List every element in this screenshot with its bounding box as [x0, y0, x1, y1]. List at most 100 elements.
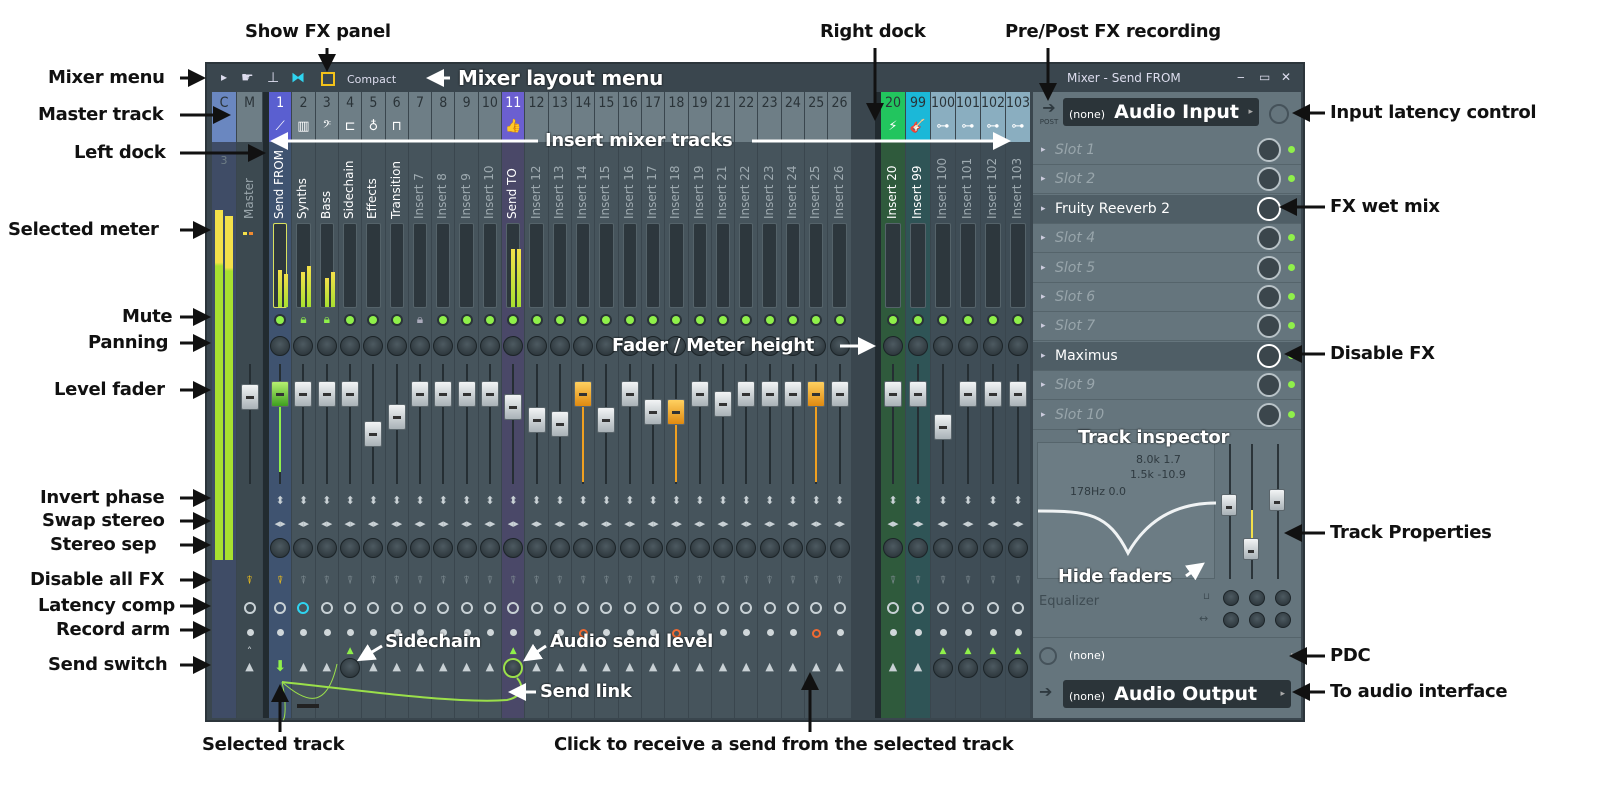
- disable-fx-icon[interactable]: ⍒: [416, 574, 424, 587]
- fx-enable-led[interactable]: [1288, 175, 1295, 183]
- fx-enable-led[interactable]: [1288, 234, 1295, 242]
- stereo-sep-knob[interactable]: [782, 538, 803, 558]
- swap-stereo-icon[interactable]: ◂▸: [321, 517, 333, 530]
- invert-phase-icon[interactable]: ⬍: [415, 494, 425, 507]
- swap-stereo-icon[interactable]: ◂▸: [531, 517, 543, 530]
- stereo-sep-knob[interactable]: [409, 538, 430, 558]
- mute-led[interactable]: [939, 316, 947, 324]
- latency-comp-icon[interactable]: [716, 602, 729, 614]
- level-fader[interactable]: [550, 411, 569, 438]
- swap-stereo-icon[interactable]: ◂▸: [461, 517, 473, 530]
- mixer-track[interactable]: 24 Insert 24 ⬍ ◂▸ ⍒ ▲: [781, 92, 806, 718]
- invert-phase-icon[interactable]: ⬍: [555, 494, 565, 507]
- track-header[interactable]: 26: [828, 92, 851, 142]
- pan-knob[interactable]: [933, 336, 953, 356]
- swap-stereo-icon[interactable]: ◂▸: [600, 517, 612, 530]
- disable-fx-icon[interactable]: ⍒: [393, 574, 400, 587]
- eq-knob-low-gain[interactable]: [1223, 590, 1239, 606]
- invert-phase-icon[interactable]: ⬍: [741, 494, 751, 507]
- pan-knob[interactable]: [409, 336, 430, 356]
- send-level-knob[interactable]: [933, 658, 953, 678]
- record-arm[interactable]: [672, 629, 682, 638]
- track-header[interactable]: 13: [548, 92, 571, 142]
- level-fader[interactable]: [959, 380, 977, 407]
- send-switch-arrow-icon[interactable]: ▲: [555, 660, 565, 673]
- disable-fx-icon[interactable]: ⍒: [579, 574, 587, 587]
- level-fader[interactable]: [364, 421, 383, 448]
- stereo-sep-knob[interactable]: [526, 538, 547, 558]
- record-arm[interactable]: [370, 629, 378, 636]
- track-header[interactable]: 6 ⊓: [385, 92, 408, 142]
- invert-phase-icon[interactable]: ⬍: [508, 494, 518, 507]
- fx-slot[interactable]: ▸ Maximus: [1033, 341, 1301, 371]
- swap-stereo-icon[interactable]: ◂▸: [344, 517, 356, 530]
- mixer-track[interactable]: 26 Insert 26 ⬍ ◂▸ ⍒ ▲: [828, 92, 852, 718]
- send-switch-arrow-icon[interactable]: ▲: [578, 660, 588, 673]
- mute-led[interactable]: [346, 316, 355, 324]
- track-header[interactable]: 22: [735, 92, 758, 142]
- slot-menu-arrow-icon[interactable]: ▸: [1041, 203, 1046, 214]
- fx-panel-split-icon[interactable]: ⧓: [291, 70, 305, 86]
- disable-fx-icon[interactable]: ⍒: [696, 574, 703, 587]
- latency-comp-icon[interactable]: [937, 602, 949, 614]
- latency-comp-icon[interactable]: [912, 602, 924, 614]
- track-header[interactable]: 9: [455, 92, 478, 142]
- swap-stereo-icon[interactable]: ◂▸: [437, 517, 449, 530]
- mute-lock-icon[interactable]: 🔒︎: [300, 312, 307, 326]
- disable-fx-icon[interactable]: ⍒: [626, 574, 634, 587]
- pan-knob[interactable]: [549, 336, 570, 356]
- pan-knob[interactable]: [293, 336, 314, 356]
- swap-stereo-icon[interactable]: ◂▸: [962, 517, 974, 530]
- disable-fx-icon[interactable]: ⍒: [300, 574, 307, 587]
- stereo-sep-knob[interactable]: [386, 538, 407, 558]
- record-arm[interactable]: [789, 629, 797, 636]
- invert-phase-icon[interactable]: ⬍: [485, 494, 495, 507]
- invert-phase-icon[interactable]: ⬍: [764, 494, 775, 507]
- audio-output-select[interactable]: (none) Audio Output ▸: [1063, 680, 1291, 708]
- swap-stereo-icon[interactable]: ◂▸: [834, 517, 846, 530]
- disable-fx-icon[interactable]: ⍒: [346, 574, 354, 587]
- level-fader[interactable]: [294, 380, 313, 407]
- send-upper-chevron-icon[interactable]: ▲: [964, 646, 972, 656]
- pan-knob[interactable]: [958, 336, 978, 356]
- invert-phase-icon[interactable]: ⬍: [988, 494, 998, 507]
- mute-led[interactable]: [788, 316, 797, 324]
- disable-fx-icon[interactable]: ⍒: [964, 574, 972, 587]
- disable-fx-icon[interactable]: ⍒: [989, 574, 997, 587]
- latency-comp-icon[interactable]: [623, 602, 636, 614]
- track-header[interactable]: 8: [432, 92, 455, 142]
- mute-led[interactable]: [509, 316, 518, 324]
- mixer-track[interactable]: 17 Insert 17 ⬍ ◂▸ ⍒ ▲: [641, 92, 666, 718]
- invert-phase-icon[interactable]: ⬍: [298, 494, 309, 507]
- track-header[interactable]: 2 ▥: [292, 92, 315, 142]
- send-switch-arrow-icon[interactable]: ▲: [392, 660, 401, 673]
- mute-led[interactable]: [649, 316, 658, 324]
- invert-phase-icon[interactable]: ⬍: [648, 494, 658, 507]
- stereo-sep-knob[interactable]: [759, 538, 780, 558]
- mixer-track[interactable]: 99 🎸 Insert 99 ⬍ ◂▸ ⍒ ▲: [906, 92, 931, 718]
- latency-comp-icon[interactable]: [833, 602, 846, 614]
- master-track[interactable]: M Master ⍒ ˄ ▲: [237, 92, 262, 718]
- swap-stereo-icon[interactable]: ◂▸: [624, 517, 636, 530]
- fx-wet-mix-knob[interactable]: [1257, 343, 1281, 368]
- swap-stereo-icon[interactable]: ◂▸: [937, 517, 949, 530]
- disable-fx-icon[interactable]: ⍒: [509, 574, 517, 587]
- fx-wet-mix-knob[interactable]: [1257, 226, 1281, 251]
- mixer-track[interactable]: 100 ⊶ Insert 100 ⬍ ◂▸ ⍒ ▲: [931, 92, 956, 718]
- mute-led[interactable]: [964, 316, 972, 324]
- mixer-track[interactable]: 2 ▥ Synths 🔒︎ ⬍ ◂▸ ⍒ ▲: [292, 92, 316, 718]
- disable-fx-icon[interactable]: ⍒: [533, 574, 540, 587]
- fx-slot[interactable]: ▸ Slot 6: [1033, 283, 1301, 312]
- stereo-sep-knob[interactable]: [316, 538, 337, 558]
- swap-stereo-icon[interactable]: ◂▸: [391, 517, 403, 530]
- master-record-arm[interactable]: [246, 629, 254, 636]
- record-arm[interactable]: [836, 629, 844, 636]
- track-header[interactable]: 14: [572, 92, 595, 142]
- record-arm[interactable]: [743, 629, 751, 636]
- stereo-sep-knob[interactable]: [503, 538, 524, 558]
- latency-comp-icon[interactable]: [460, 602, 473, 614]
- disable-fx-icon[interactable]: ⍒: [914, 574, 922, 587]
- track-header[interactable]: 19: [688, 92, 711, 142]
- level-fader[interactable]: [504, 394, 523, 421]
- swap-stereo-icon[interactable]: ◂▸: [297, 517, 309, 530]
